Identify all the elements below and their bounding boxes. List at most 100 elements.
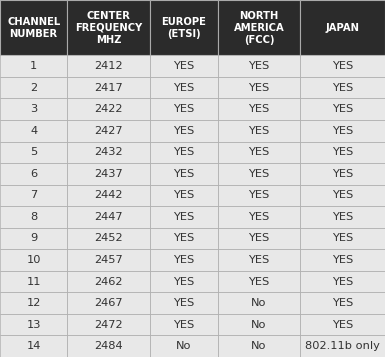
Text: YES: YES [332,147,353,157]
Bar [300,228,385,249]
Bar [300,206,385,228]
Text: YES: YES [248,212,270,222]
Bar [150,314,218,336]
Bar [67,77,150,99]
Bar [300,314,385,336]
Text: JAPAN: JAPAN [326,22,360,33]
Bar [67,55,150,77]
Bar [218,314,300,336]
Bar [67,185,150,206]
Bar [0,314,67,336]
Text: YES: YES [248,83,270,93]
Text: 2462: 2462 [94,277,123,287]
Text: YES: YES [332,233,353,243]
Bar [300,99,385,120]
Bar [300,271,385,292]
Bar [67,249,150,271]
Text: CENTER
FREQUENCY
MHZ: CENTER FREQUENCY MHZ [75,11,142,45]
Text: YES: YES [173,320,194,330]
Bar [0,206,67,228]
Bar [67,314,150,336]
Text: 14: 14 [27,341,41,351]
Text: 10: 10 [27,255,41,265]
Bar [150,185,218,206]
Text: YES: YES [248,104,270,114]
Bar [300,141,385,163]
Bar [150,271,218,292]
Text: YES: YES [173,255,194,265]
Text: YES: YES [173,233,194,243]
Bar [150,163,218,185]
Bar [0,120,67,141]
Bar [0,141,67,163]
Text: YES: YES [173,169,194,179]
Bar [0,292,67,314]
Text: YES: YES [332,298,353,308]
Text: YES: YES [173,147,194,157]
Text: YES: YES [332,126,353,136]
Bar [67,141,150,163]
Text: YES: YES [332,190,353,200]
Bar [300,77,385,99]
Bar [300,249,385,271]
Bar [218,77,300,99]
Text: YES: YES [173,61,194,71]
Text: YES: YES [173,190,194,200]
Bar [300,55,385,77]
Text: 2432: 2432 [94,147,123,157]
Text: 5: 5 [30,147,37,157]
Bar [67,163,150,185]
Bar [150,99,218,120]
Bar [67,336,150,357]
Text: No: No [251,341,267,351]
Bar [0,77,67,99]
Bar [67,0,150,55]
Text: 2412: 2412 [94,61,123,71]
Bar [0,336,67,357]
Bar [150,249,218,271]
Text: 8: 8 [30,212,37,222]
Text: EUROPE
(ETSI): EUROPE (ETSI) [161,17,206,39]
Text: No: No [251,298,267,308]
Bar [67,228,150,249]
Bar [0,55,67,77]
Bar [0,163,67,185]
Bar [300,185,385,206]
Bar [0,99,67,120]
Text: YES: YES [248,169,270,179]
Text: CHANNEL
NUMBER: CHANNEL NUMBER [7,17,60,39]
Bar [67,206,150,228]
Text: 2467: 2467 [94,298,123,308]
Text: YES: YES [332,83,353,93]
Text: 1: 1 [30,61,37,71]
Bar [300,292,385,314]
Text: 2484: 2484 [94,341,123,351]
Text: YES: YES [173,104,194,114]
Text: 6: 6 [30,169,37,179]
Bar [150,206,218,228]
Text: 3: 3 [30,104,37,114]
Bar [300,336,385,357]
Text: 9: 9 [30,233,37,243]
Bar [150,292,218,314]
Bar [300,163,385,185]
Bar [67,271,150,292]
Bar [218,228,300,249]
Bar [150,0,218,55]
Text: YES: YES [248,255,270,265]
Bar [150,120,218,141]
Text: 2447: 2447 [94,212,123,222]
Text: YES: YES [173,298,194,308]
Bar [300,120,385,141]
Bar [150,336,218,357]
Text: 2427: 2427 [94,126,123,136]
Text: 2442: 2442 [94,190,123,200]
Text: YES: YES [248,277,270,287]
Bar [0,228,67,249]
Text: 2437: 2437 [94,169,123,179]
Bar [218,336,300,357]
Text: 2472: 2472 [94,320,123,330]
Text: 7: 7 [30,190,37,200]
Bar [218,185,300,206]
Bar [218,99,300,120]
